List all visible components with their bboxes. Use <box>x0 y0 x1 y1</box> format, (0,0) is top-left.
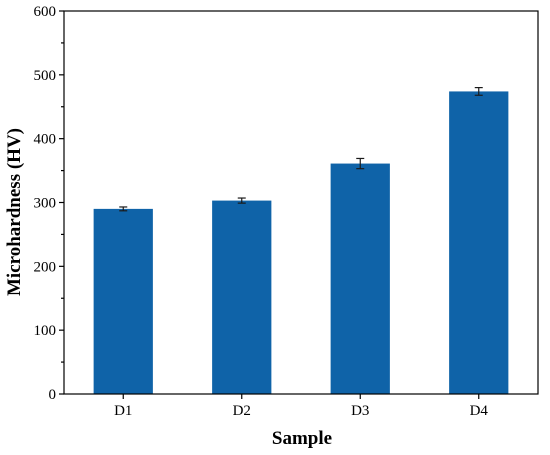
bar-d1 <box>93 208 153 394</box>
x-axis-title: Sample <box>272 428 332 449</box>
axes-group: D1 D2 D3 D4 0 100 200 300 400 500 600 <box>34 4 539 419</box>
bar-d3 <box>330 163 390 394</box>
y-tick-label-100: 100 <box>34 323 57 339</box>
y-tick-label-300: 300 <box>34 196 57 212</box>
y-axis-title: Microhardness (HV) <box>4 128 25 296</box>
bars-group <box>93 91 509 395</box>
x-tick-label-d4: D4 <box>470 403 489 419</box>
y-tick-label-200: 200 <box>34 259 57 275</box>
y-tick-label-400: 400 <box>34 132 57 148</box>
y-tick-label-600: 600 <box>34 4 57 20</box>
y-tick-label-500: 500 <box>34 68 57 84</box>
bar-d4 <box>449 91 509 395</box>
y-tick-label-0: 0 <box>49 387 57 403</box>
x-tick-label-d1: D1 <box>114 403 132 419</box>
x-tick-label-d3: D3 <box>351 403 369 419</box>
bar-d2 <box>212 200 272 394</box>
x-tick-label-d2: D2 <box>233 403 251 419</box>
error-bars-group <box>119 86 483 212</box>
